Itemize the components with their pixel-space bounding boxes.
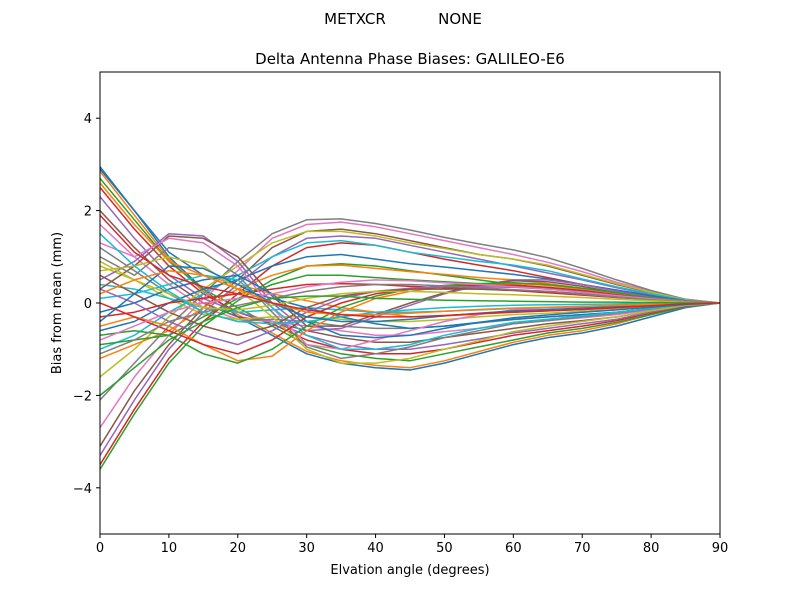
suptitle-right: NONE <box>438 10 482 28</box>
series-line-44 <box>100 214 720 318</box>
series-line-21 <box>100 253 720 332</box>
y-axis: −4 −2 0 2 4 <box>73 112 100 497</box>
series-line-39 <box>100 260 720 311</box>
suptitle-left: METXCR <box>324 10 386 28</box>
series-line-41 <box>100 265 720 323</box>
series-line-40 <box>100 233 720 325</box>
series-line-37 <box>100 279 720 341</box>
series-line-25 <box>100 232 720 332</box>
x-tick-label: 10 <box>161 541 178 556</box>
x-axis: 0 10 20 30 40 50 60 70 80 90 <box>96 534 728 556</box>
series-line-2 <box>100 170 720 369</box>
x-tick-label: 30 <box>298 541 315 556</box>
y-tick-label: 2 <box>84 205 92 220</box>
series-line-42 <box>100 269 720 316</box>
x-axis-label: Elvation angle (degrees) <box>330 563 489 578</box>
x-tick-label: 70 <box>574 541 591 556</box>
chart-title: Delta Antenna Phase Biases: GALILEO-E6 <box>255 50 565 68</box>
series-group <box>100 166 720 470</box>
series-line-28 <box>100 246 720 360</box>
y-axis-label: Bias from mean (mm) <box>50 232 65 374</box>
series-line-20 <box>100 239 720 350</box>
series-line-31 <box>100 274 720 339</box>
x-tick-label: 40 <box>367 541 384 556</box>
x-tick-label: 60 <box>505 541 522 556</box>
series-line-43 <box>100 295 720 396</box>
x-tick-label: 90 <box>712 541 729 556</box>
y-tick-label: −2 <box>73 389 92 404</box>
x-tick-label: 20 <box>230 541 247 556</box>
y-tick-label: 4 <box>84 112 92 127</box>
y-tick-label: −4 <box>73 482 92 497</box>
series-line-29 <box>100 256 720 364</box>
x-tick-label: 80 <box>643 541 660 556</box>
x-tick-label: 0 <box>96 541 104 556</box>
y-tick-label: 0 <box>84 297 92 312</box>
x-tick-label: 50 <box>436 541 453 556</box>
